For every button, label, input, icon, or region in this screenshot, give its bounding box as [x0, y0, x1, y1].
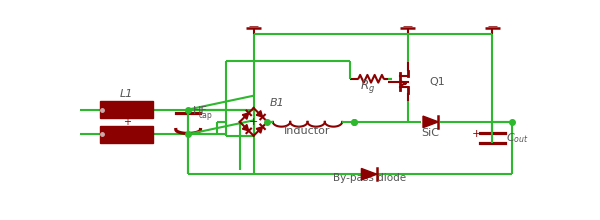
Polygon shape: [256, 127, 263, 133]
Polygon shape: [361, 169, 377, 180]
Text: cap: cap: [199, 111, 212, 119]
Polygon shape: [242, 113, 249, 119]
Text: $R_g$: $R_g$: [359, 78, 375, 95]
Text: Inductor: Inductor: [284, 126, 331, 136]
Bar: [100, 126, 154, 143]
Text: L1: L1: [120, 89, 133, 99]
Text: B1: B1: [270, 98, 284, 108]
Text: Q1: Q1: [429, 77, 445, 87]
Text: +: +: [249, 117, 258, 127]
Bar: [100, 101, 154, 118]
Polygon shape: [256, 111, 263, 117]
Text: HF: HF: [193, 106, 208, 116]
Polygon shape: [242, 125, 249, 131]
Text: $C_{out}$: $C_{out}$: [506, 131, 529, 145]
Text: +: +: [472, 129, 482, 139]
Text: +: +: [122, 117, 131, 127]
Polygon shape: [423, 116, 439, 128]
Text: SiC: SiC: [422, 128, 440, 138]
Text: By-pass diode: By-pass diode: [332, 174, 406, 183]
